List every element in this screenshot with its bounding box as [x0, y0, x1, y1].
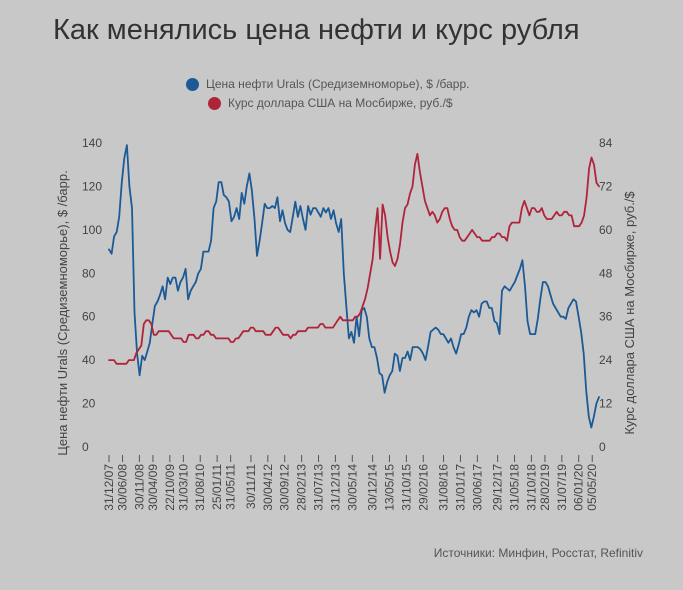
right-tick-label: 12	[599, 397, 613, 411]
x-tick-label: 30/09/12	[278, 464, 292, 511]
left-tick-label: 60	[82, 310, 96, 324]
right-tick-label: 48	[599, 266, 613, 280]
left-axis-title: Цена нефти Urals (Средиземноморье), $ /б…	[55, 170, 70, 455]
x-tick-label: 30/11/11	[244, 464, 258, 509]
x-tick-label: 06/01/20	[572, 464, 586, 511]
left-tick-label: 140	[82, 136, 102, 150]
x-tick-label: 28/02/13	[295, 464, 309, 511]
legend-usd-dot-icon	[208, 96, 221, 110]
right-tick-label: 72	[599, 179, 613, 193]
x-tick-label: 30/06/17	[470, 464, 484, 511]
x-tick-label: 30/04/12	[261, 464, 275, 511]
x-tick-label: 28/02/19	[538, 464, 552, 511]
x-tick-label: 30/06/08	[116, 464, 130, 511]
x-tick-label: 31/05/18	[508, 464, 522, 511]
x-tick-label: 31/08/16	[437, 464, 451, 511]
right-tick-label: 36	[599, 310, 613, 324]
right-axis-title: Курс доллара США на Мосбирже, руб./$	[622, 191, 637, 435]
oil-price-line	[108, 144, 600, 429]
left-tick-label: 0	[82, 440, 89, 454]
legend-oil-dot-icon	[186, 77, 199, 91]
x-tick-label: 30/11/08	[132, 464, 146, 510]
x-tick-label: 29/02/16	[416, 464, 430, 511]
x-tick-label: 31/07/19	[555, 464, 569, 511]
legend-usd-label: Курс доллара США на Мосбирже, руб./$	[228, 96, 453, 110]
x-tick-label: 22/10/09	[163, 464, 177, 511]
x-tick-label: 30/05/14	[345, 464, 359, 511]
x-tick-label: 31/12/07	[102, 464, 116, 511]
right-tick-label: 60	[599, 223, 613, 237]
x-tick-label: 31/07/13	[312, 464, 326, 511]
left-tick-label: 20	[82, 397, 96, 411]
x-tick-label: 31/10/18	[524, 464, 538, 511]
x-tick-label: 29/12/17	[491, 464, 505, 511]
x-tick-label: 25/01/11	[210, 464, 224, 510]
x-tick-label: 30/04/09	[146, 464, 160, 511]
x-tick-label: 31/12/13	[328, 464, 342, 511]
left-tick-label: 100	[82, 223, 102, 237]
x-tick-label: 30/12/14	[366, 464, 380, 511]
x-tick-label: 31/10/15	[399, 464, 413, 511]
page-title: Как менялись цена нефти и курс рубля	[53, 14, 580, 46]
x-tick-label: 31/01/17	[453, 464, 467, 511]
x-tick-label: 31/05/11	[224, 464, 238, 510]
x-tick-label: 31/03/10	[176, 464, 190, 511]
left-tick-label: 80	[82, 266, 96, 280]
legend-usd: Курс доллара США на Мосбирже, руб./$	[208, 96, 453, 110]
right-tick-label: 84	[599, 136, 613, 150]
source-note: Источники: Минфин, Росстат, Refinitiv	[433, 546, 643, 560]
x-tick-label: 31/08/10	[193, 464, 207, 511]
legend-oil: Цена нефти Urals (Средиземноморье), $ /б…	[186, 77, 470, 91]
right-tick-label: 0	[599, 440, 606, 454]
left-tick-label: 120	[82, 179, 102, 193]
right-tick-label: 24	[599, 353, 613, 367]
usd-rate-line	[108, 152, 600, 365]
x-tick-label: 13/05/15	[382, 464, 396, 511]
left-tick-label: 40	[82, 353, 96, 367]
legend-oil-label: Цена нефти Urals (Средиземноморье), $ /б…	[206, 77, 470, 91]
x-tick-label: 05/05/20	[585, 464, 599, 511]
